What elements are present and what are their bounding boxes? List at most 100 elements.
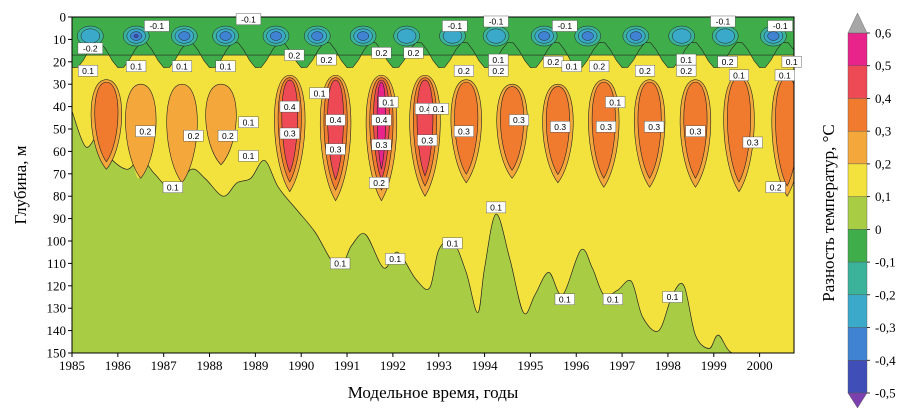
contour-label-0: -0.1 [149,21,164,31]
colorbar-tick-label-3: 0,3 [875,124,891,139]
cold-core-2-level--0.4 [178,31,191,41]
x-tick-label-1994: 1994 [472,358,499,373]
contour-label-32: 0.4 [330,115,342,125]
colorbar-segment--0.1 [847,229,868,263]
cold-core-15-level--0.4 [767,31,780,41]
contour-label-54: 0.1 [167,182,179,192]
contour-label-18: 0.2 [492,66,504,76]
y-tick-label-30: 30 [53,77,66,92]
x-tick-label-1989: 1989 [242,358,268,373]
x-tick-label-1999: 1999 [701,358,727,373]
y-tick-label-10: 10 [53,32,66,47]
colorbar-segment--0.2 [847,261,868,296]
cold-core-11-level--0.4 [581,31,594,41]
contour-label-box-6 [767,20,793,32]
contour-label-43: 0.3 [376,140,388,150]
contour-label-53: 0.2 [373,178,385,188]
contour-label-box-28 [781,56,802,68]
colorbar-segment--0.5 [847,360,868,394]
colorbar-tick-label-2: 0,4 [875,91,892,106]
contour-label-box-50 [685,125,706,137]
contour-label-35: 0.1 [433,104,445,114]
y-tick-label-70: 70 [53,166,66,181]
contour-label-48: 0.3 [600,122,612,132]
y-tick-label-140: 140 [47,323,67,338]
contour-label-51: 0.3 [747,138,759,148]
y-axis-label: Глубина, м [11,145,30,224]
y-tick-label-120: 120 [47,278,67,293]
x-axis-label: Модельное время, годы [348,383,519,402]
contour-label-box-9 [126,60,147,72]
contour-label-21: 0.2 [593,61,605,71]
contour-label-box-2 [442,20,468,32]
x-tick-label-2000: 2000 [747,358,773,373]
y-tick-label-0: 0 [60,10,67,25]
x-tick-label-1998: 1998 [655,358,681,373]
contour-label-8: 0.1 [82,66,94,76]
x-tick-label-1992: 1992 [380,358,406,373]
contour-label-10: 0.1 [176,61,188,71]
x-tick-label-1996: 1996 [563,358,590,373]
contour-label-40: 0.2 [222,131,234,141]
contour-label-box-51 [742,136,763,149]
contour-label-box-53 [369,177,390,189]
colorbar-segment-0.3 [847,98,868,132]
contour-label-box-45 [453,125,474,137]
contour-label-box-46 [508,114,529,126]
contour-label-15: 0.2 [408,48,420,58]
warm-core-9-level-0.3 [500,86,524,171]
contour-label-46: 0.3 [513,115,525,125]
contour-label-box-3 [483,15,509,28]
y-tick-label-50: 50 [53,122,66,137]
cold-core-3-level--0.4 [219,31,232,41]
x-tick-label-1993: 1993 [426,358,452,373]
x-tick-label-1997: 1997 [609,358,636,373]
warm-core-15-level-0.3 [775,77,794,187]
contour-label-1: -0.1 [241,14,256,24]
contour-label-box-26 [728,69,749,81]
contour-label-7: -0.2 [83,44,98,54]
contour-label-box-58 [330,257,351,270]
contour-label-45: 0.3 [458,126,470,136]
contour-label-58: 0.1 [334,259,346,269]
contour-label-box-27 [774,69,795,81]
colorbar-segment-0.5 [847,32,868,66]
contour-label-44: 0.3 [421,135,433,145]
contour-label-box-40 [217,130,238,142]
contour-label-62: 0.1 [667,292,679,302]
contour-label-17: 0.1 [492,55,504,65]
contour-label-box-60 [554,293,575,305]
contour-label-2: -0.1 [447,21,462,31]
cold-core-10-level--0.4 [538,31,551,41]
contour-label-box-23 [676,53,697,66]
contour-label-22: 0.2 [639,66,651,76]
contour-label-box-0 [144,20,170,32]
contour-label-29: 0.4 [284,102,296,112]
contour-label-61: 0.1 [607,294,619,304]
contour-label-box-43 [371,138,392,151]
cold-core-9-level--0.3 [486,28,506,44]
contour-label-box-21 [589,60,610,72]
contour-label-38: 0.2 [139,126,151,136]
contour-label-box-33 [371,114,392,126]
y-tick-label-90: 90 [53,211,66,226]
contour-label-box-61 [602,293,623,305]
contour-label-box-7 [77,42,103,55]
contour-label-box-56 [486,201,507,214]
contour-label-box-54 [162,181,183,193]
contour-label-33: 0.4 [376,115,388,125]
contour-label-49: 0.3 [648,122,660,132]
contour-label-55: 0.2 [770,182,782,192]
contour-label-box-14 [371,47,392,59]
contour-label-52: 0.1 [243,151,255,161]
y-tick-label-80: 80 [53,189,66,204]
contour-label-27: 0.1 [779,70,791,80]
contour-label-28: 0.1 [786,57,798,67]
cold-core-6-level--0.4 [357,31,370,41]
contour-label-34: 0.4 [419,104,431,114]
contour-label-box-31 [378,96,399,108]
contour-label-box-52 [238,150,259,162]
y-tick-label-60: 60 [53,144,66,159]
cold-core-5-level--0.4 [311,31,324,41]
x-tick-label-1991: 1991 [334,358,360,373]
